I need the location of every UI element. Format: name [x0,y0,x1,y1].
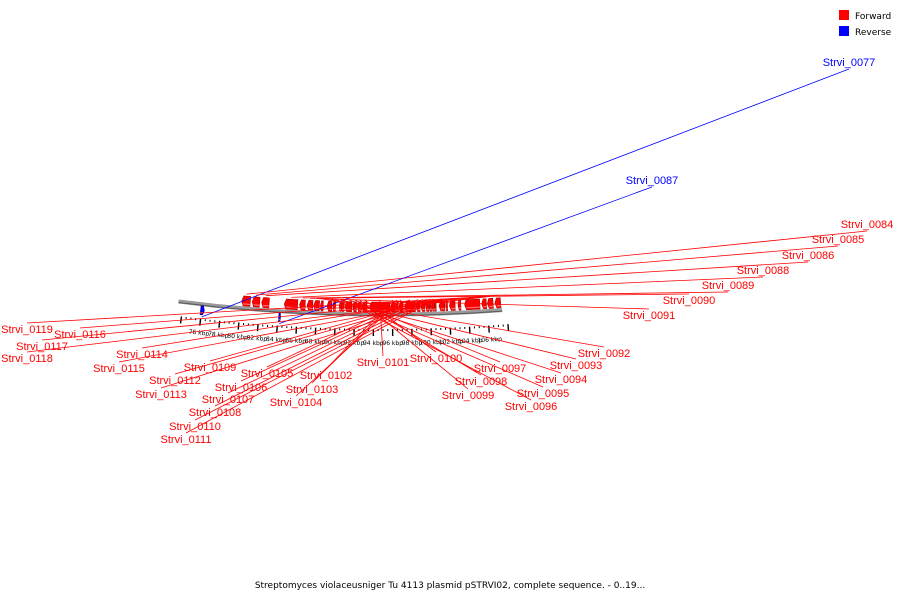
gene-label-strvi-0085: Strvi_0085 [812,234,865,246]
leader-line [279,186,653,325]
leader-line [201,68,850,318]
major-tick [237,322,240,330]
leader-line [79,297,472,329]
leader-line [311,299,398,384]
tick-label: 76 kbp [188,328,209,337]
gene-label-strvi-0088: Strvi_0088 [737,265,790,277]
gene-label-strvi-0106: Strvi_0106 [215,382,268,394]
gene-label-strvi-0116: Strvi_0116 [54,329,106,341]
major-tick [256,324,259,332]
leader-line [291,276,764,298]
leader-line [364,299,437,353]
tick-label: 88 kbp [305,338,326,346]
gene-label-strvi-0098: Strvi_0098 [455,376,508,388]
gene-labels: Strvi_0077 Strvi_0084 Strvi_0085 Strvi_0086… [1,57,893,446]
gene-label-strvi-0107: Strvi_0107 [202,394,255,406]
gene-label-strvi-0119: Strvi_0119 [1,324,53,336]
gene-label-strvi-0087: Strvi_0087 [626,175,679,187]
gene-label-strvi-0110: Strvi_0110 [169,421,221,433]
gene-label-strvi-0096: Strvi_0096 [505,401,558,413]
gene-label-strvi-0097: Strvi_0097 [474,363,527,375]
leader-line [325,299,394,370]
major-tick [507,324,510,332]
tick-label: 104 kbp [458,337,483,345]
gene-strvi-0077 [199,305,205,316]
tick-label: 86 kbp [285,337,306,345]
gene-label-strvi-0095: Strvi_0095 [517,388,570,400]
gene-label-strvi-0101: Strvi_0101 [357,357,410,369]
gene-label-strvi-0090: Strvi_0090 [663,295,716,307]
leader-line [185,298,436,434]
gene-label-strvi-0115: Strvi_0115 [93,363,145,375]
backbone-ring [178,299,503,317]
tick-label: 106 kbp [477,336,502,345]
backbone-edge [178,301,503,316]
leader-line [256,245,839,296]
gene-label-strvi-0094: Strvi_0094 [535,374,588,386]
tick-label: 90 kbp [324,339,345,347]
leader-line [316,298,650,310]
leader-line [302,291,729,299]
leader-line [141,298,453,349]
gene-label-strvi-0092: Strvi_0092 [578,348,631,360]
gene-label-strvi-0102: Strvi_0102 [300,370,353,382]
gene-label-strvi-0089: Strvi_0089 [702,280,755,292]
gene-label-strvi-0112: Strvi_0112 [149,375,201,387]
gene-label-strvi-0103: Strvi_0103 [286,384,339,396]
gene-highlight [466,306,480,309]
gene-label-strvi-0114: Strvi_0114 [116,349,168,361]
leader-line [41,296,484,341]
tick-label: 96 kbp [382,340,403,347]
leader-line [310,293,690,299]
leader-line [265,261,809,297]
gene-label-strvi-0084: Strvi_0084 [841,219,894,231]
tick-label: 78 kbp [208,331,229,340]
leader-line [26,295,498,324]
tick-label: 80 kbp [227,333,248,342]
major-tick [218,320,221,328]
leader-line [214,299,428,407]
gene-label-strvi-0104: Strvi_0104 [270,397,323,409]
leader-line [246,230,868,295]
gene-highlight [243,303,251,306]
tick-label: 84 kbp [266,336,287,344]
gene-label-strvi-0109: Strvi_0109 [184,362,237,374]
gene-label-strvi-0113: Strvi_0113 [135,389,187,401]
leader-line [26,296,490,353]
gene-label-strvi-0086: Strvi_0086 [782,250,835,262]
gene-label-strvi-0077: Strvi_0077 [823,57,876,69]
tick-label: 82 kbp [246,334,267,343]
gene-label-strvi-0093: Strvi_0093 [550,360,603,372]
leader-line [160,298,447,389]
tick-label: 100 kbp [419,339,444,347]
leader-line [266,299,411,368]
leader-line [240,299,419,382]
gene-label-strvi-0099: Strvi_0099 [442,390,495,402]
gene-label-strvi-0118: Strvi_0118 [1,353,53,365]
tick-label: 94 kbp [363,340,384,347]
leader-line [227,299,423,394]
gene-label-strvi-0117: Strvi_0117 [16,341,68,353]
leader-line [209,298,431,362]
leader-line [174,298,442,375]
gene-label-strvi-0100: Strvi_0100 [410,353,463,365]
leader-line [321,298,605,348]
leader-line [194,298,434,421]
leader-line [118,297,460,363]
gene-label-strvi-0111: Strvi_0111 [161,434,212,446]
leader-line [354,299,482,376]
gene-label-strvi-0091: Strvi_0091 [623,310,676,322]
